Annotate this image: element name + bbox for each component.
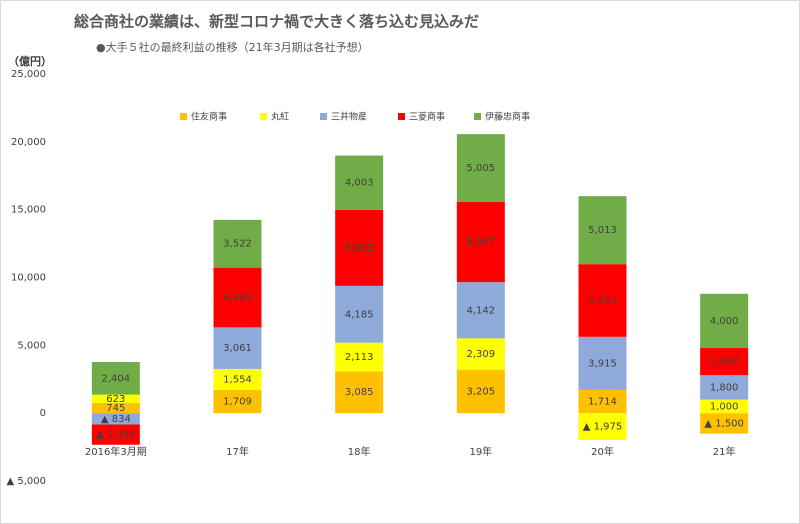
bar-segment (578, 413, 627, 440)
data-label: 4,142 (467, 305, 496, 316)
data-label: ▲ 1,500 (704, 418, 744, 429)
bar-segment (213, 368, 262, 390)
data-label: 5,005 (467, 163, 496, 174)
data-label: 4,003 (345, 178, 374, 189)
bar-segment (91, 424, 140, 445)
bar-segment (456, 202, 505, 283)
data-label: 1,714 (588, 397, 617, 408)
y-tick-label: 20,000 (11, 137, 46, 148)
bar-segment (91, 413, 140, 425)
bar-segment (456, 369, 505, 414)
bar-segment (335, 285, 384, 343)
bar-segment (91, 403, 140, 414)
data-label: 1,800 (710, 382, 739, 393)
data-label: 3,915 (588, 358, 617, 369)
data-label: 5,602 (345, 243, 374, 254)
data-label: 5,354 (588, 295, 617, 306)
bar-segment (578, 196, 627, 265)
x-tick-label: 21年 (713, 445, 736, 458)
x-tick-label: 18年 (348, 445, 371, 458)
data-label: ▲ 1,975 (583, 422, 623, 433)
legend-swatch (180, 113, 187, 120)
y-tick-label: 25,000 (11, 69, 46, 80)
y-axis-label: （億円） (8, 54, 52, 68)
bar-segment (456, 134, 505, 203)
data-label: 3,061 (223, 343, 252, 354)
legend-swatch (474, 113, 481, 120)
bar-segment (335, 342, 384, 372)
data-label: 623 (106, 394, 125, 405)
bar-segment (700, 293, 749, 349)
data-label: 5,013 (588, 225, 617, 236)
y-tick-label: 15,000 (11, 205, 46, 216)
legend-label: 三菱商事 (409, 111, 445, 123)
y-tick-label: ▲ 5,000 (7, 476, 47, 487)
bar-segment (91, 361, 140, 395)
data-label: 3,205 (467, 386, 496, 397)
bar-segment (456, 282, 505, 339)
y-tick-label: 10,000 (11, 273, 46, 284)
legend-label: 住友商事 (191, 111, 227, 123)
data-label: 745 (106, 403, 125, 414)
data-label: 5,907 (467, 237, 496, 248)
data-label: 1,000 (710, 401, 739, 412)
bar-segment (335, 209, 384, 286)
legend-label: 伊藤忠商事 (485, 111, 530, 123)
chart-subtitle: ●大手５社の最終利益の推移（21年3月期は各社予想） (96, 40, 369, 54)
bar-segment (91, 394, 140, 404)
data-label: 2,113 (345, 352, 374, 363)
data-label: ▲ 834 (101, 414, 131, 425)
data-label: 4,000 (710, 316, 739, 327)
legend-swatch (320, 113, 327, 120)
bar-segment (700, 413, 749, 434)
x-tick-label: 17年 (226, 445, 249, 458)
bar-segment (456, 338, 505, 370)
y-tick-label: 5,000 (17, 340, 46, 351)
data-label: 1,554 (223, 374, 252, 385)
bar-segment (578, 264, 627, 337)
x-tick-label: 2016年3月期 (85, 445, 147, 458)
legend-label: 丸紅 (271, 111, 289, 123)
x-tick-label: 20年 (591, 445, 614, 458)
data-label: 3,085 (345, 387, 374, 398)
data-label: 2,404 (102, 373, 131, 384)
bar-segment (700, 375, 749, 400)
data-label: ▲ 1,494 (96, 430, 136, 441)
legend-swatch (260, 113, 267, 120)
bar-segment (700, 348, 749, 376)
data-label: 2,000 (710, 357, 739, 368)
bar-segment (213, 219, 262, 268)
data-label: 2,309 (467, 349, 496, 360)
data-label: 1,709 (223, 397, 252, 408)
data-label: 4,403 (223, 293, 252, 304)
data-label: 3,522 (223, 239, 252, 250)
bar-segment (213, 389, 262, 414)
bar-segment (578, 389, 627, 414)
bar-segment (213, 327, 262, 369)
x-tick-label: 19年 (469, 445, 492, 458)
y-tick-label: 0 (40, 408, 46, 419)
bar-segment (335, 371, 384, 414)
data-label: 4,185 (345, 309, 374, 320)
chart-title: 総合商社の業績は、新型コロナ禍で大きく落ち込む見込みだ (74, 13, 479, 31)
bar-segment (578, 336, 627, 390)
bar-segment (700, 399, 749, 414)
bar-segment (335, 155, 384, 210)
bar-segment (213, 267, 262, 328)
legend-label: 三井物産 (331, 111, 367, 123)
legend-swatch (398, 113, 405, 120)
